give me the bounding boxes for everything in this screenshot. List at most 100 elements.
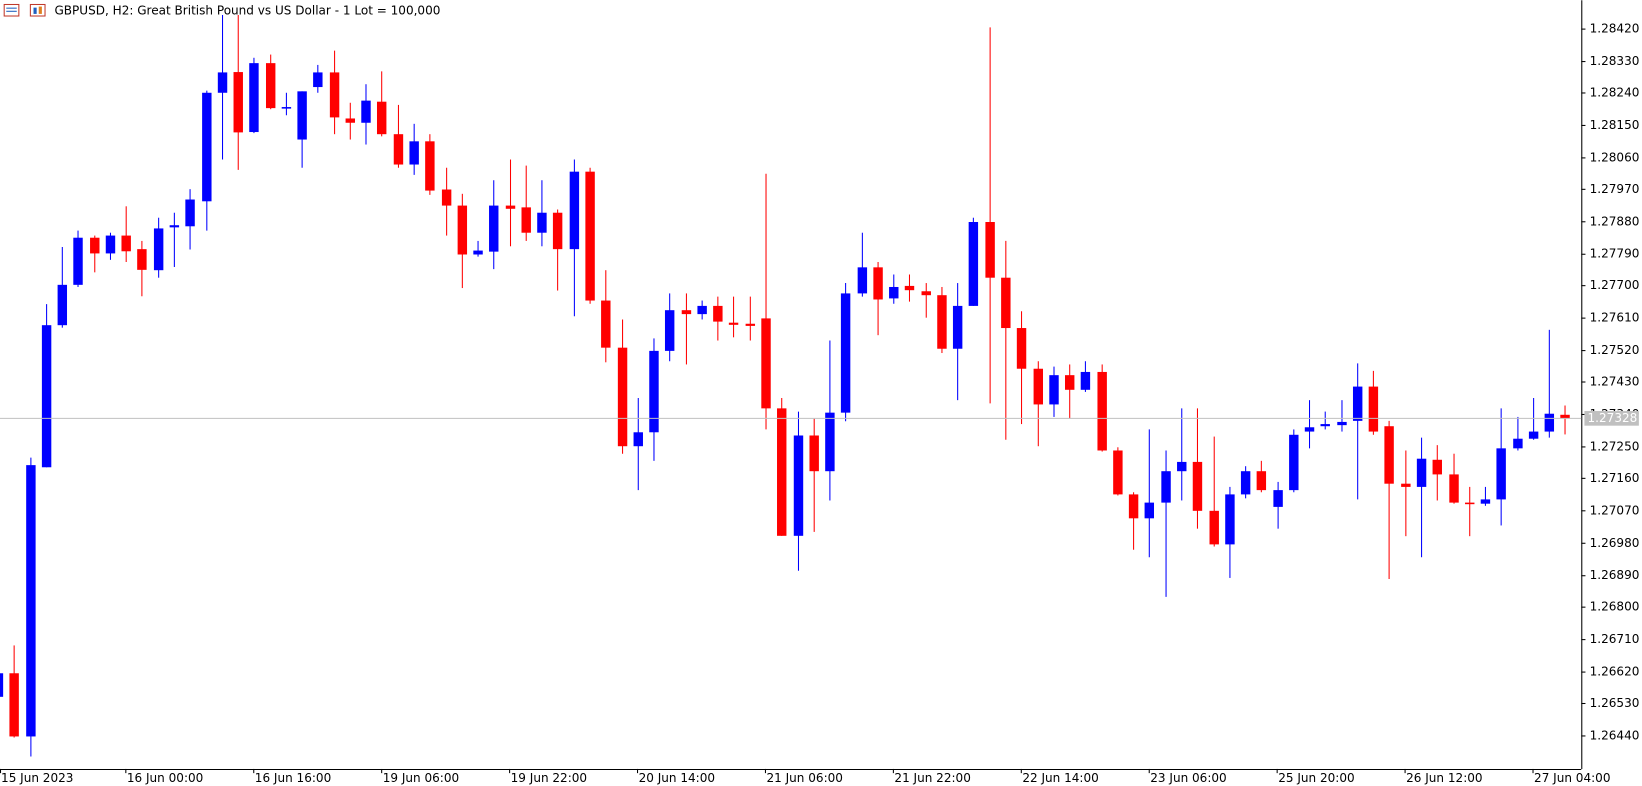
candle-body xyxy=(1320,424,1330,427)
y-tick-label: 1.26530 xyxy=(1590,696,1640,710)
candle-body xyxy=(1016,328,1027,369)
y-tick-label: 1.27790 xyxy=(1590,247,1640,261)
candle-body xyxy=(265,63,276,109)
candle-body xyxy=(649,350,659,433)
candle-body xyxy=(537,212,547,233)
candle-body xyxy=(1560,414,1570,419)
candle-body xyxy=(1465,502,1475,505)
x-tick-label: 25 Jun 20:00 xyxy=(1278,771,1354,785)
candle-body xyxy=(521,207,531,233)
candle-body xyxy=(1273,490,1283,507)
candle-body xyxy=(457,205,468,255)
y-tick-label: 1.28060 xyxy=(1590,150,1640,164)
candle-body xyxy=(793,435,804,536)
y-tick-label: 1.28150 xyxy=(1590,118,1640,132)
candle-body xyxy=(937,295,947,349)
candle-body xyxy=(985,222,995,278)
candle-body xyxy=(777,408,787,536)
candle-body xyxy=(90,237,100,254)
candle-body xyxy=(569,171,580,250)
candle-body xyxy=(840,293,851,413)
candle-body xyxy=(601,300,611,348)
candle-body xyxy=(1001,277,1011,329)
candle-body xyxy=(1240,471,1251,495)
candle-body xyxy=(921,291,931,296)
candle-body xyxy=(713,305,723,322)
candle-body xyxy=(1128,494,1139,519)
candle-body xyxy=(409,141,419,165)
header-icons xyxy=(3,3,46,17)
candle-body xyxy=(728,322,739,325)
y-tick-label: 1.26980 xyxy=(1590,536,1640,550)
candle-body xyxy=(1113,450,1123,495)
x-tick-label: 19 Jun 22:00 xyxy=(511,771,587,785)
candle-body xyxy=(1256,471,1267,491)
y-tick-label: 1.28330 xyxy=(1590,54,1640,68)
candle-body xyxy=(1049,375,1059,405)
y-tick-label: 1.28420 xyxy=(1590,22,1640,36)
x-tick-label: 21 Jun 06:00 xyxy=(767,771,843,785)
candle-body xyxy=(202,92,212,202)
candle-body xyxy=(313,72,323,88)
candle-body xyxy=(121,235,131,252)
candle-body xyxy=(664,310,675,351)
candle-body xyxy=(329,72,340,118)
y-tick-label: 1.27970 xyxy=(1590,182,1640,196)
x-tick-label: 27 Jun 04:00 xyxy=(1534,771,1610,785)
candle-body xyxy=(904,285,915,291)
candle-body xyxy=(233,72,243,133)
chart-title: GBPUSD, H2: Great British Pound vs US Do… xyxy=(54,3,440,17)
candle-body xyxy=(217,72,228,93)
candle-body xyxy=(1528,431,1539,439)
candle-body xyxy=(73,237,83,285)
current-price-box xyxy=(1584,411,1639,426)
y-tick-label: 1.27610 xyxy=(1590,311,1640,325)
candle-body xyxy=(1401,483,1411,487)
candle-body xyxy=(552,212,563,250)
y-tick-label: 1.28240 xyxy=(1590,85,1640,99)
candle-body xyxy=(1209,510,1219,545)
candle-body xyxy=(617,347,628,447)
candle-body xyxy=(1097,371,1107,451)
candle-body xyxy=(1033,368,1044,405)
x-tick-label: 21 Jun 22:00 xyxy=(894,771,970,785)
icon xyxy=(38,6,42,14)
y-tick-label: 1.26800 xyxy=(1590,600,1640,614)
candle-body xyxy=(249,63,259,133)
candle-body xyxy=(1384,426,1394,484)
candle-body xyxy=(0,673,4,697)
candle-body xyxy=(137,249,147,270)
candle-body xyxy=(376,101,387,135)
candle-body xyxy=(825,412,835,472)
y-tick-label: 1.26440 xyxy=(1590,728,1640,742)
candle-body xyxy=(153,228,164,271)
candle-body xyxy=(1449,474,1459,503)
candle-body xyxy=(297,91,307,140)
candle-body xyxy=(1496,448,1506,500)
candle-body xyxy=(952,305,963,349)
y-tick-label: 1.27700 xyxy=(1590,278,1640,292)
candle-body xyxy=(1144,502,1155,519)
candle-body xyxy=(489,205,499,252)
candle-body xyxy=(1192,461,1203,511)
y-tick-label: 1.27430 xyxy=(1590,375,1640,389)
candle-body xyxy=(1161,471,1171,503)
x-tick-label: 16 Jun 16:00 xyxy=(255,771,331,785)
x-tick-label: 15 Jun 2023 xyxy=(1,771,73,785)
candle-body xyxy=(1416,458,1427,487)
y-tick-label: 1.27250 xyxy=(1590,439,1640,453)
x-tick-label: 20 Jun 14:00 xyxy=(639,771,715,785)
candle-body xyxy=(185,199,195,227)
x-tick-label: 23 Jun 06:00 xyxy=(1150,771,1226,785)
candle-body xyxy=(1337,421,1347,426)
icon xyxy=(33,7,37,14)
candle-body xyxy=(57,284,68,326)
y-tick-label: 1.27070 xyxy=(1590,503,1640,517)
candle-body xyxy=(633,432,643,447)
candle-body xyxy=(1544,413,1555,432)
candle-body xyxy=(809,435,819,472)
candle-body xyxy=(1368,386,1379,432)
candle-body xyxy=(1177,461,1187,472)
candle-body xyxy=(1513,438,1523,449)
